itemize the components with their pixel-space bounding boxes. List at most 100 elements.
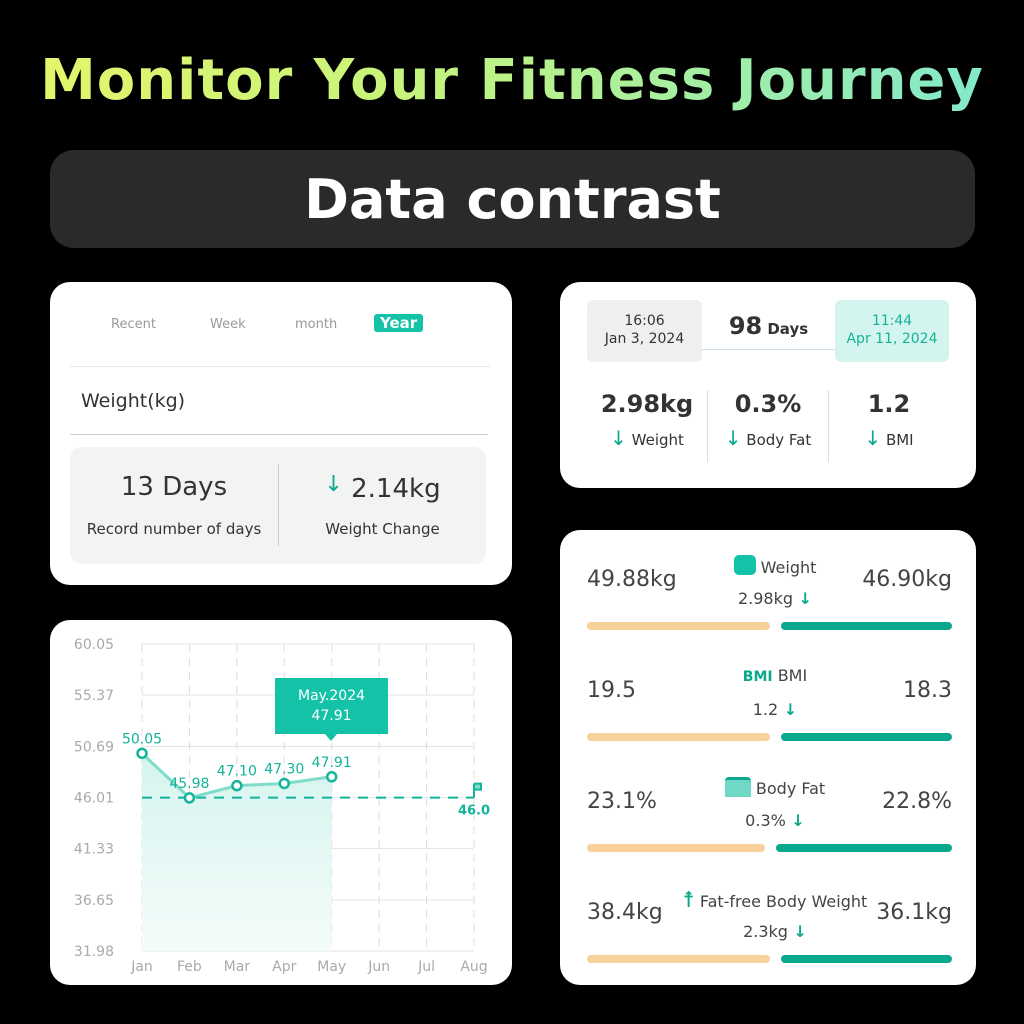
- weight-chart: 60.05 55.37 50.69 46.01 41.33 36.65 31.98 Jan Fe…: [74, 637, 490, 975]
- data-label: 47.10: [217, 764, 257, 780]
- data-point: [231, 779, 243, 792]
- end-time: 11:44: [871, 313, 913, 329]
- arrow-down-icon: ↓: [778, 700, 798, 719]
- start-time: 16:06: [624, 313, 665, 329]
- y-tick-label: 36.65: [74, 893, 114, 909]
- after-bar: [781, 955, 952, 963]
- data-point: [325, 771, 338, 783]
- before-bar: [587, 955, 770, 963]
- arrow-down-icon: ↓: [793, 589, 813, 608]
- data-point: [278, 777, 291, 790]
- metric-delta: 1.2 ↓: [660, 700, 890, 719]
- metric-weight: 2.98kg ↓ Weight: [587, 390, 707, 462]
- arrow-down-icon: ↓: [610, 426, 627, 450]
- change-label: Weight Change: [325, 520, 440, 538]
- delta-value: 0.3%: [745, 811, 786, 830]
- y-tick-label: 55.37: [74, 688, 114, 704]
- tooltip-value: 47.91: [311, 708, 352, 724]
- metric-value: 2.98kg: [600, 390, 694, 418]
- metrics-row: 2.98kg ↓ Weight 0.3% ↓ Body Fat 1.2 ↓ BM…: [587, 390, 949, 462]
- x-tick-label: Jan: [130, 959, 153, 975]
- metric-label: Weight: [760, 558, 817, 577]
- chart-tooltip: May.2024 47.91: [275, 678, 388, 734]
- tooltip-pointer: [325, 734, 337, 741]
- metric-title: BMI BMI: [660, 666, 890, 685]
- person-icon: ☨: [682, 888, 695, 913]
- metric-label: BMI: [885, 431, 914, 449]
- start-date-box[interactable]: 16:06 Jan 3, 2024: [587, 300, 702, 362]
- metric-title: Weight: [660, 555, 890, 577]
- tab-year[interactable]: Year: [374, 314, 424, 332]
- metric-label: Weight: [631, 431, 684, 449]
- data-label: 47.91: [312, 755, 352, 771]
- data-point: [183, 792, 196, 804]
- y-tick-label: 41.33: [74, 842, 114, 858]
- tab-recent[interactable]: Recent: [111, 317, 156, 332]
- detail-row: 49.88kg 46.90kg Weight 2.98kg ↓: [560, 555, 976, 655]
- metric-label: Body Fat: [755, 779, 826, 798]
- metric-delta: 0.3% ↓: [660, 811, 890, 830]
- x-tick-label: Jun: [367, 959, 390, 975]
- metric-value: 0.3%: [734, 390, 802, 418]
- arrow-down-icon: ↓: [324, 472, 343, 497]
- after-value: 36.1kg: [876, 900, 952, 925]
- metric-bmi: 1.2 ↓ BMI: [829, 390, 949, 462]
- y-tick-label: 46.01: [74, 791, 114, 807]
- divider-vertical: [828, 390, 829, 462]
- after-value: 46.90kg: [862, 567, 952, 592]
- x-tick-label: Feb: [177, 959, 202, 975]
- flag-icon: [473, 782, 482, 798]
- change-value: 2.14kg: [351, 474, 441, 504]
- metric-delta: 2.3kg ↓: [660, 922, 890, 941]
- before-value: 23.1%: [587, 789, 657, 814]
- data-label: 47.30: [264, 761, 304, 777]
- days-unit: Days: [767, 320, 809, 338]
- page-title: Monitor Your Fitness Journey: [0, 48, 1024, 113]
- metric-title: ☨ Fat-free Body Weight: [660, 888, 890, 913]
- divider-vertical: [707, 390, 708, 462]
- divider-vertical: [278, 464, 279, 546]
- timeline-line: [700, 349, 835, 350]
- before-value: 19.5: [587, 678, 636, 703]
- y-tick-label: 60.05: [74, 637, 114, 653]
- divider: [70, 366, 490, 367]
- arrow-down-icon: ↓: [787, 922, 807, 941]
- delta-value: 2.3kg: [743, 922, 788, 941]
- days-number: 98: [728, 312, 763, 340]
- before-bar: [587, 844, 765, 852]
- detail-row: 23.1% 22.8% Body Fat 0.3% ↓: [560, 777, 976, 877]
- after-value: 18.3: [903, 678, 952, 703]
- after-bar: [781, 622, 952, 630]
- tab-week[interactable]: Week: [210, 317, 246, 332]
- metric-delta: 2.98kg ↓: [660, 589, 890, 608]
- detail-row: 38.4kg 36.1kg ☨ Fat-free Body Weight 2.3…: [560, 888, 976, 988]
- body-fat-icon: [724, 777, 751, 798]
- days-value: 13 Days: [120, 472, 228, 502]
- days-label: Record number of days: [86, 520, 262, 538]
- chart-card: 60.05 55.37 50.69 46.01 41.33 36.65 31.98 Jan Fe…: [50, 620, 512, 985]
- tab-month[interactable]: month: [295, 317, 338, 332]
- metric-label: Body Fat: [746, 431, 812, 449]
- delta-value: 1.2: [752, 700, 779, 719]
- y-tick-label: 50.69: [74, 739, 114, 755]
- bmi-icon: BMI: [742, 669, 773, 685]
- arrow-down-icon: ↓: [724, 426, 742, 450]
- end-date-box[interactable]: 11:44 Apr 11, 2024: [835, 300, 949, 362]
- x-tick-label: Mar: [224, 959, 251, 975]
- end-date: Apr 11, 2024: [846, 331, 938, 347]
- weight-change: ↓ 2.14kg: [279, 472, 486, 504]
- days-between: 98 Days: [702, 312, 835, 340]
- before-value: 49.88kg: [587, 567, 677, 592]
- after-bar: [776, 844, 952, 852]
- metric-value: 1.2: [867, 390, 911, 418]
- arrow-down-icon: ↓: [864, 426, 882, 450]
- tooltip-title: May.2024: [297, 688, 366, 704]
- metric-label: Fat-free Body Weight: [699, 892, 868, 911]
- after-value: 22.8%: [882, 789, 952, 814]
- x-tick-label: Jul: [417, 959, 435, 975]
- divider: [70, 434, 488, 435]
- x-tick-label: Apr: [272, 959, 296, 975]
- before-bar: [587, 622, 770, 630]
- metric-title: Body Fat: [660, 777, 890, 798]
- arrow-down-icon: ↓: [785, 811, 805, 830]
